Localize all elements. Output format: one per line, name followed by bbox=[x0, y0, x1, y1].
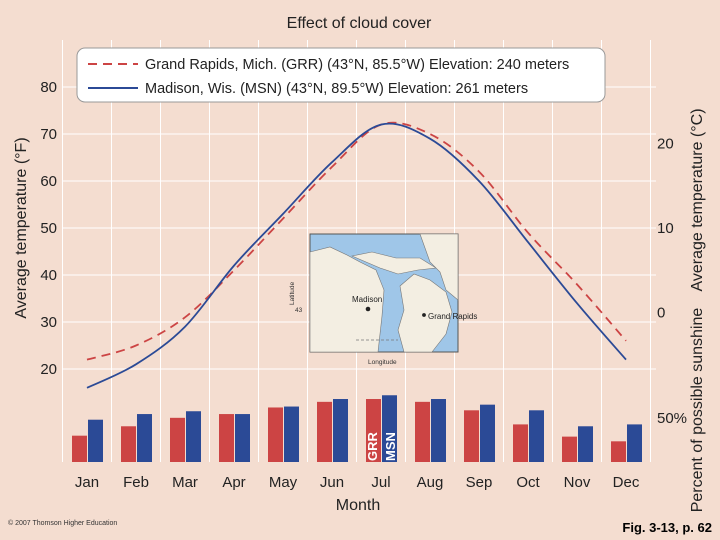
bar-grr bbox=[121, 426, 136, 462]
chart-title: Effect of cloud cover bbox=[287, 15, 432, 32]
legend-label-msn: Madison, Wis. (MSN) (43°N, 89.5°W) Eleva… bbox=[145, 81, 528, 97]
y-tick-label-f: 20 bbox=[40, 361, 57, 378]
map-latitude-value: 43 bbox=[295, 307, 303, 314]
copyright-note: © 2007 Thomson Higher Education bbox=[8, 519, 117, 527]
bar-grr bbox=[170, 417, 185, 462]
bar-grr bbox=[72, 435, 87, 462]
x-tick-label: Jun bbox=[320, 474, 344, 491]
bar-grr bbox=[317, 401, 332, 462]
map-label-grand-rapids: Grand Rapids bbox=[428, 312, 477, 321]
bar-msn bbox=[529, 410, 544, 462]
sunshine-tick-50: 50% bbox=[657, 410, 687, 427]
x-tick-label: Mar bbox=[172, 474, 198, 491]
bar-grr bbox=[268, 407, 283, 462]
map-marker-grand-rapids bbox=[422, 313, 426, 317]
y-tick-label-f: 80 bbox=[40, 79, 57, 96]
y-tick-label-f: 40 bbox=[40, 267, 57, 284]
x-tick-label: Sep bbox=[466, 474, 493, 491]
y-tick-label-c: 20 bbox=[657, 135, 674, 152]
y-axis-right-temp-label: Average temperature (°C) bbox=[689, 108, 706, 291]
x-tick-label: May bbox=[269, 474, 298, 491]
map-marker-madison bbox=[365, 306, 371, 312]
map-land-michigan-lower bbox=[397, 273, 453, 353]
y-tick-label-f: 70 bbox=[40, 126, 57, 143]
bar-grr bbox=[562, 436, 577, 462]
bar-msn bbox=[137, 414, 152, 462]
y-tick-label-f: 50 bbox=[40, 220, 57, 237]
bar-msn bbox=[333, 399, 348, 462]
y-axis-right-sun-label: Percent of possible sunshine bbox=[689, 308, 706, 513]
x-axis-ticks: Jan Feb Mar Apr May Jun Jul Aug Sep Oct Nov Dec bbox=[75, 474, 640, 491]
bar-grr bbox=[366, 399, 381, 462]
bar-msn bbox=[382, 395, 397, 462]
x-tick-label: Apr bbox=[222, 474, 245, 491]
map-longitude-label: Longitude bbox=[368, 359, 397, 366]
x-tick-label: Jan bbox=[75, 474, 99, 491]
x-tick-label: Oct bbox=[516, 474, 540, 491]
map-latitude-label: Latitude bbox=[289, 281, 296, 305]
bar-msn bbox=[284, 406, 299, 462]
bar-grr bbox=[415, 401, 430, 462]
y-tick-label-c: 0 bbox=[657, 305, 665, 322]
legend-label-grr: Grand Rapids, Mich. (GRR) (43°N, 85.5°W)… bbox=[145, 57, 569, 73]
bar-grr bbox=[513, 424, 528, 462]
bar-msn bbox=[578, 426, 593, 462]
x-tick-label: Jul bbox=[371, 474, 390, 491]
bar-label-msn: MSN bbox=[383, 432, 398, 461]
bar-msn bbox=[186, 411, 201, 462]
sunshine-bars bbox=[72, 395, 642, 462]
map-inset: Madison Grand Rapids 43 Latitude Longitu… bbox=[289, 233, 477, 366]
y-axis-left-label: Average temperature (°F) bbox=[13, 137, 30, 318]
y-tick-label-c: 10 bbox=[657, 220, 674, 237]
legend: Grand Rapids, Mich. (GRR) (43°N, 85.5°W)… bbox=[76, 47, 606, 103]
x-axis-label: Month bbox=[336, 497, 380, 514]
series-line-grr bbox=[86, 121, 627, 361]
bar-msn bbox=[431, 399, 446, 462]
figure-reference: Fig. 3-13, p. 62 bbox=[622, 520, 712, 535]
bar-msn bbox=[480, 404, 495, 462]
y-axis-left-ticks: 20 30 40 50 60 70 80 bbox=[40, 79, 57, 378]
bar-msn bbox=[88, 419, 103, 462]
y-tick-label-f: 30 bbox=[40, 314, 57, 331]
temperature-lines bbox=[86, 121, 627, 389]
series-line-msn bbox=[86, 122, 627, 389]
bar-grr bbox=[219, 414, 234, 462]
legend-box bbox=[76, 47, 606, 103]
bar-grr bbox=[611, 441, 626, 462]
bar-label-grr: GRR bbox=[365, 432, 380, 462]
map-label-madison: Madison bbox=[352, 295, 382, 304]
x-tick-label: Aug bbox=[417, 474, 444, 491]
map-land-wisconsin bbox=[309, 246, 385, 353]
bar-msn bbox=[627, 424, 642, 462]
bar-msn bbox=[235, 414, 250, 462]
x-tick-label: Nov bbox=[564, 474, 591, 491]
map-land-ontario bbox=[419, 233, 459, 301]
x-tick-label: Feb bbox=[123, 474, 149, 491]
y-tick-label-f: 60 bbox=[40, 173, 57, 190]
y-axis-right-ticks: 0 10 20 bbox=[657, 135, 674, 321]
x-tick-label: Dec bbox=[613, 474, 640, 491]
bar-grr bbox=[464, 410, 479, 462]
